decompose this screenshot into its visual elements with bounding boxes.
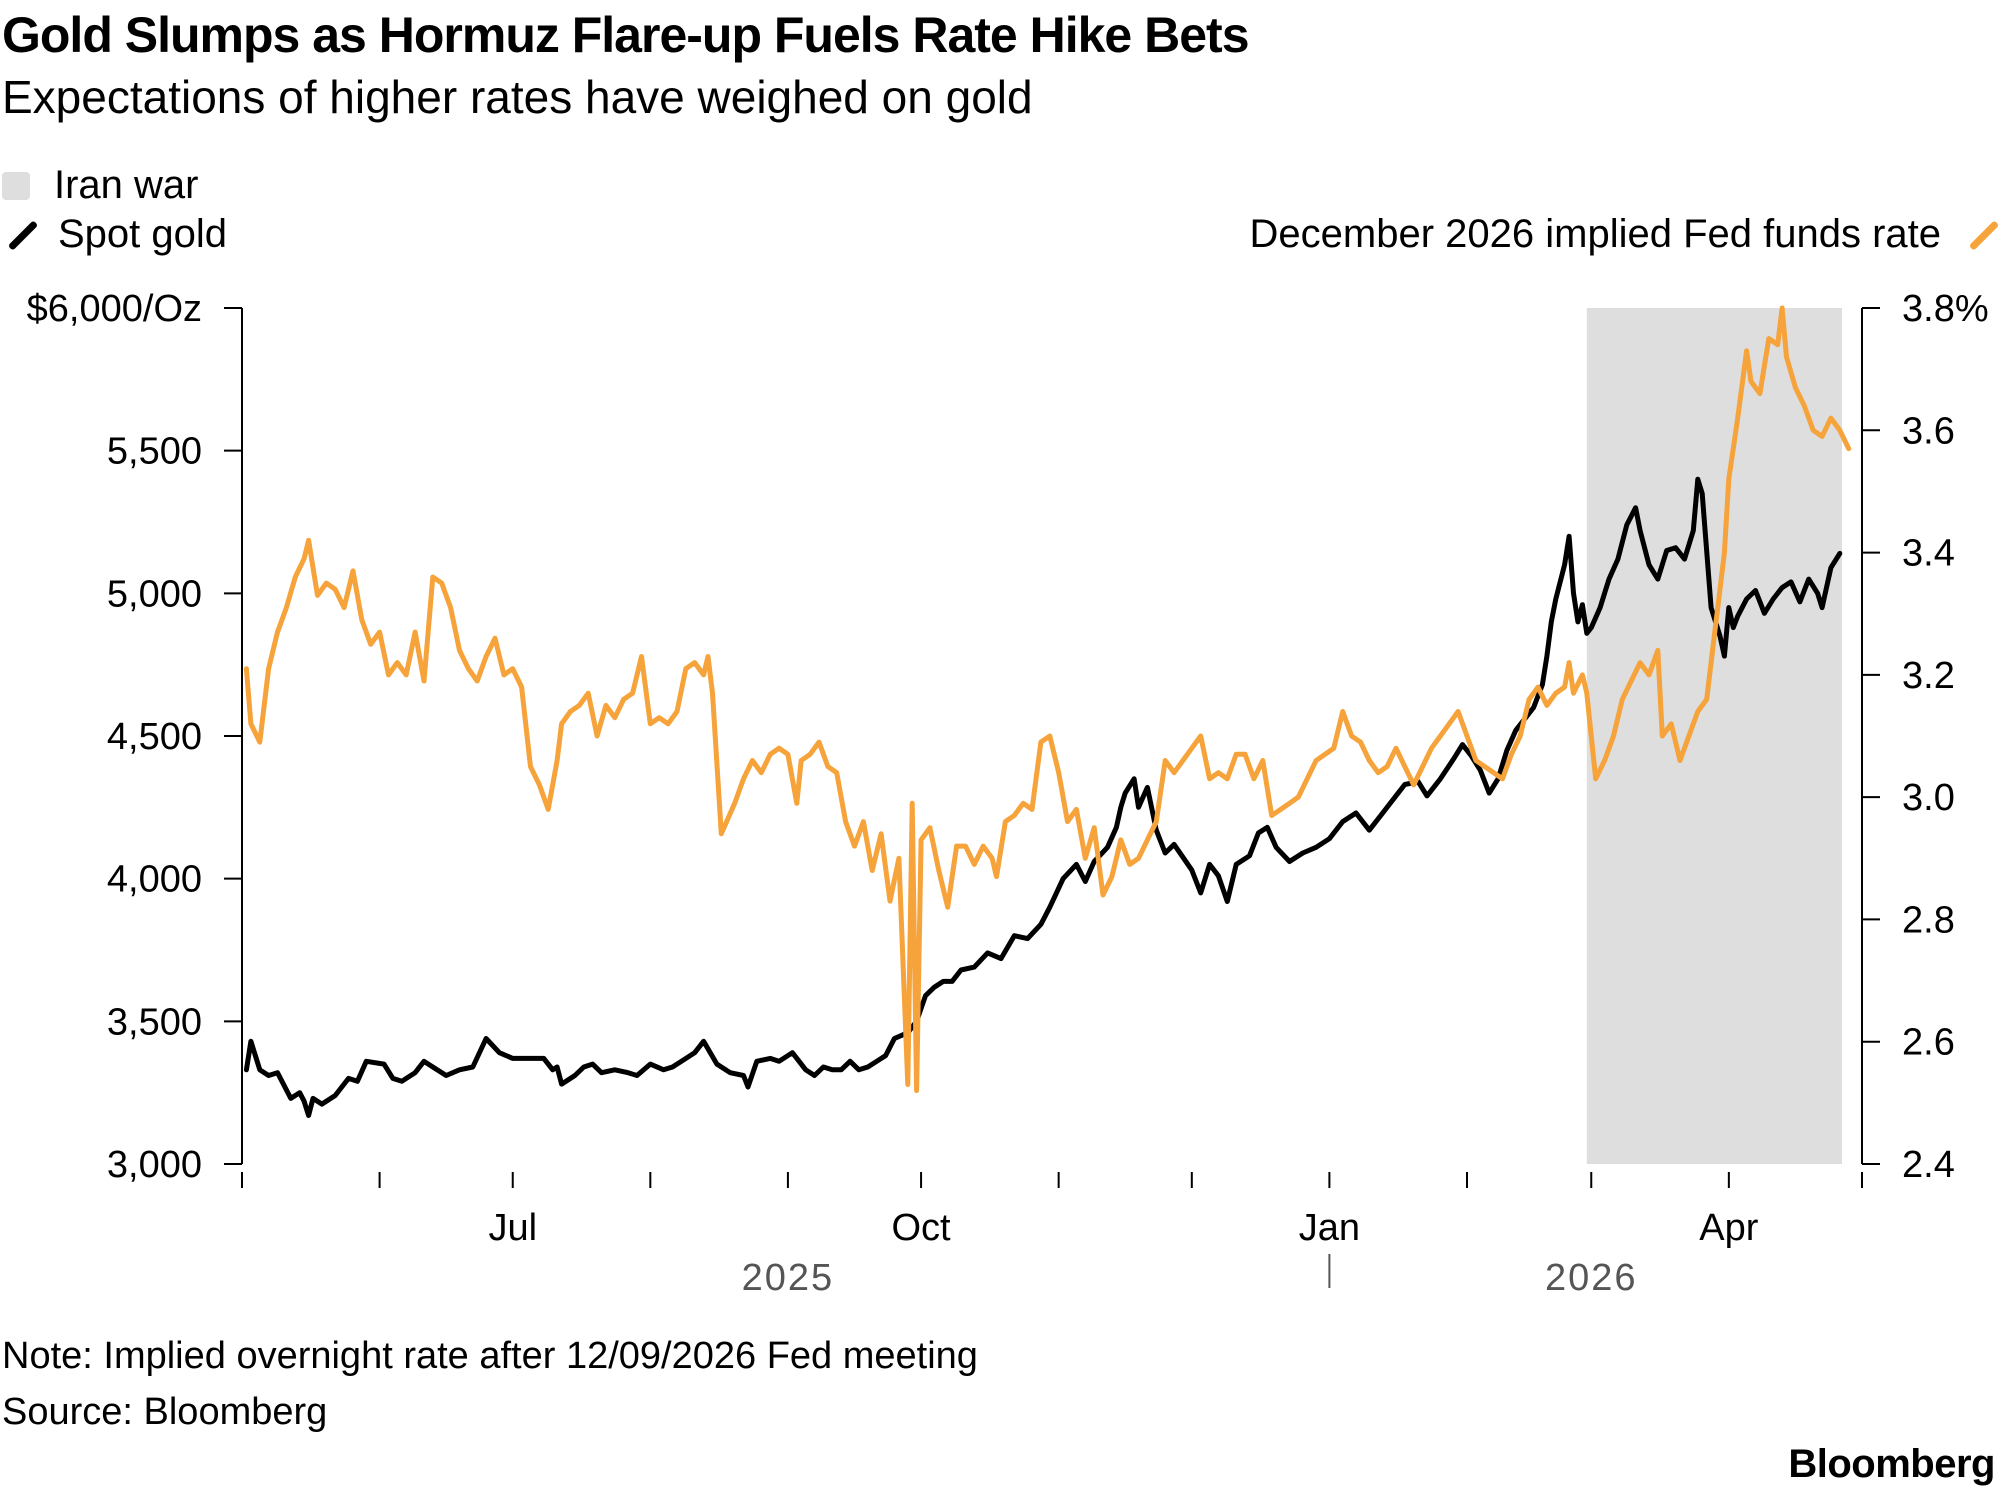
left-tick-label: $6,000/Oz xyxy=(27,288,202,330)
x-tick-label: Apr xyxy=(1699,1207,1758,1249)
right-tick-label: 3.6 xyxy=(1902,410,1955,452)
right-tick-label: 2.8 xyxy=(1902,899,1955,941)
right-tick-label: 3.0 xyxy=(1902,777,1955,819)
year-label: 2025 xyxy=(742,1257,835,1299)
chart-source: Source: Bloomberg xyxy=(2,1391,328,1433)
right-tick-label: 3.8% xyxy=(1902,288,1989,330)
left-tick-label: 4,500 xyxy=(107,716,202,758)
left-tick-label: 4,000 xyxy=(107,859,202,901)
fed-funds-line xyxy=(243,305,1852,1094)
bloomberg-logo: Bloomberg xyxy=(1788,1442,1995,1486)
legend-item-spot-gold: Spot gold xyxy=(2,212,227,257)
year-label: 2026 xyxy=(1545,1257,1638,1299)
legend-swatch-band-icon xyxy=(2,171,30,200)
left-tick-label: 3,500 xyxy=(107,1001,202,1043)
x-tick-label: Jan xyxy=(1299,1207,1360,1249)
right-tick-label: 2.6 xyxy=(1902,1022,1955,1064)
right-tick-label: 3.4 xyxy=(1902,533,1955,575)
chart-title: Gold Slumps as Hormuz Flare-up Fuels Rat… xyxy=(2,7,1250,63)
right-tick-label: 3.2 xyxy=(1902,655,1955,697)
legend-item-fed-funds: December 2026 implied Fed funds rate xyxy=(1250,212,1999,257)
spot-gold-line xyxy=(243,476,1843,1118)
legend-label-fed-funds: December 2026 implied Fed funds rate xyxy=(1249,212,1941,256)
right-tick-label: 2.4 xyxy=(1902,1144,1955,1186)
left-tick-label: 5,000 xyxy=(107,573,202,615)
x-tick-label: Jul xyxy=(488,1207,537,1249)
iran-war-band xyxy=(1586,308,1842,1164)
left-tick-label: 5,500 xyxy=(107,431,202,473)
left-tick-label: 3,000 xyxy=(107,1144,202,1186)
legend-item-iran-war: Iran war xyxy=(2,163,199,208)
chart-subtitle: Expectations of higher rates have weighe… xyxy=(2,71,1033,123)
x-tick-label: Oct xyxy=(892,1207,952,1249)
chart-note: Note: Implied overnight rate after 12/09… xyxy=(2,1335,978,1377)
legend-label-iran-war: Iran war xyxy=(54,163,199,207)
legend-label-spot-gold: Spot gold xyxy=(58,212,228,256)
